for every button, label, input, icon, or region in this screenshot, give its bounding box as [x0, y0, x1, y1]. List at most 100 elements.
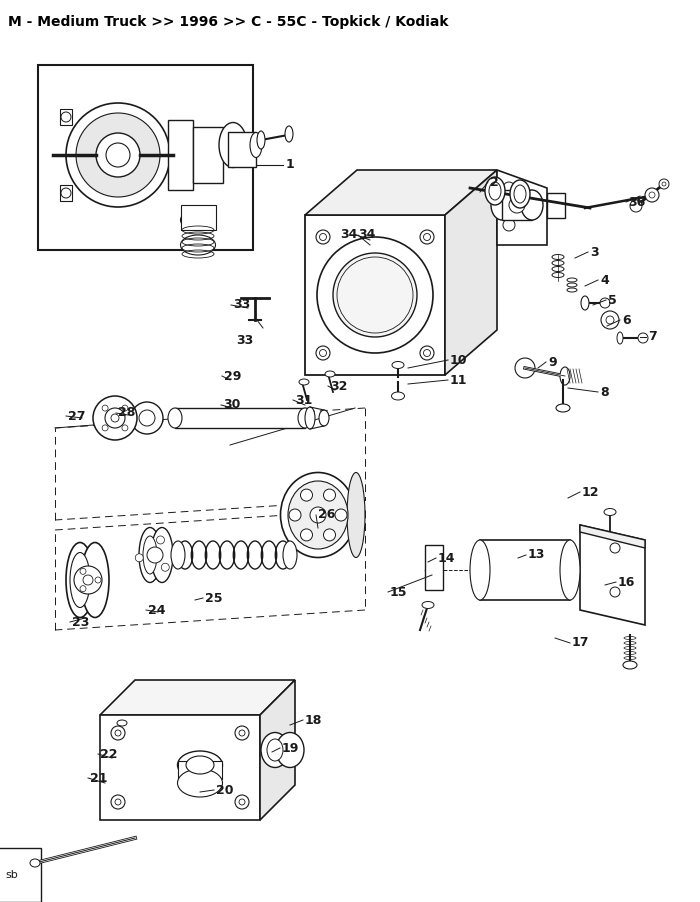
Ellipse shape [298, 408, 312, 428]
Bar [228, 132, 256, 167]
Circle shape [139, 410, 155, 426]
Text: 2: 2 [490, 176, 498, 189]
Text: 11: 11 [450, 373, 468, 386]
Bar [425, 545, 443, 590]
Ellipse shape [70, 553, 90, 608]
Circle shape [424, 349, 430, 356]
Text: 10: 10 [450, 354, 468, 366]
Ellipse shape [81, 542, 109, 618]
Circle shape [106, 143, 130, 167]
Ellipse shape [581, 296, 589, 310]
Ellipse shape [276, 732, 304, 768]
Circle shape [239, 799, 245, 805]
Circle shape [61, 188, 71, 198]
Ellipse shape [489, 182, 501, 200]
Ellipse shape [288, 481, 348, 549]
Circle shape [323, 489, 335, 502]
Circle shape [135, 554, 143, 562]
Circle shape [96, 133, 140, 177]
Text: 6: 6 [622, 314, 631, 327]
Polygon shape [305, 215, 445, 375]
Circle shape [74, 566, 102, 594]
Text: 5: 5 [608, 293, 617, 307]
Circle shape [316, 346, 330, 360]
Circle shape [115, 799, 121, 805]
Polygon shape [580, 525, 645, 625]
Text: 33: 33 [237, 334, 253, 346]
Ellipse shape [151, 528, 173, 583]
Circle shape [235, 795, 249, 809]
Circle shape [300, 529, 312, 541]
Circle shape [95, 577, 101, 583]
Circle shape [503, 182, 515, 194]
Circle shape [420, 230, 434, 244]
Polygon shape [497, 170, 547, 245]
Circle shape [289, 509, 301, 521]
Bar [175, 408, 305, 428]
Text: 25: 25 [205, 592, 223, 604]
Circle shape [115, 730, 121, 736]
Polygon shape [580, 525, 645, 548]
Circle shape [319, 234, 326, 241]
Text: 23: 23 [72, 615, 90, 629]
Ellipse shape [319, 410, 329, 426]
Circle shape [131, 402, 163, 434]
Circle shape [420, 346, 434, 360]
Circle shape [630, 200, 642, 212]
Text: 20: 20 [216, 784, 234, 796]
Ellipse shape [181, 210, 216, 230]
Ellipse shape [178, 751, 223, 779]
Circle shape [61, 112, 71, 122]
Ellipse shape [325, 371, 335, 377]
Circle shape [93, 396, 137, 440]
Polygon shape [100, 715, 260, 820]
Ellipse shape [261, 732, 289, 768]
Ellipse shape [267, 739, 283, 761]
Circle shape [122, 425, 128, 431]
Circle shape [235, 726, 249, 740]
Circle shape [76, 113, 160, 197]
Ellipse shape [281, 473, 356, 557]
Text: 31: 31 [295, 393, 312, 407]
Bar [502, 190, 532, 220]
Circle shape [66, 103, 170, 207]
Circle shape [310, 507, 326, 523]
Ellipse shape [186, 756, 214, 774]
Ellipse shape [299, 379, 309, 385]
Text: 26: 26 [318, 509, 335, 521]
Circle shape [503, 219, 515, 231]
Bar [181, 205, 216, 230]
Ellipse shape [305, 407, 315, 429]
Ellipse shape [422, 602, 434, 609]
Text: 4: 4 [600, 273, 609, 287]
Circle shape [111, 726, 125, 740]
Ellipse shape [604, 509, 616, 516]
Text: 33: 33 [233, 299, 251, 311]
Ellipse shape [283, 541, 297, 569]
Ellipse shape [521, 190, 543, 220]
Bar [60, 185, 72, 201]
Ellipse shape [347, 473, 365, 557]
Ellipse shape [171, 541, 185, 569]
Circle shape [239, 730, 245, 736]
Bar [547, 193, 565, 218]
Circle shape [80, 568, 86, 575]
Text: 29: 29 [224, 370, 241, 382]
Text: 30: 30 [223, 399, 240, 411]
Text: 13: 13 [528, 548, 545, 562]
Bar [38, 65, 253, 250]
Circle shape [80, 585, 86, 592]
Ellipse shape [560, 540, 580, 600]
Circle shape [645, 188, 659, 202]
Text: 28: 28 [118, 407, 135, 419]
Text: 16: 16 [618, 575, 636, 588]
Polygon shape [260, 680, 295, 820]
Circle shape [161, 563, 169, 571]
Circle shape [300, 489, 312, 502]
Text: 1: 1 [286, 159, 295, 171]
Circle shape [606, 316, 614, 324]
Text: 21: 21 [90, 771, 108, 785]
Text: 36: 36 [628, 196, 645, 208]
Ellipse shape [391, 392, 405, 400]
Text: 22: 22 [100, 748, 118, 760]
